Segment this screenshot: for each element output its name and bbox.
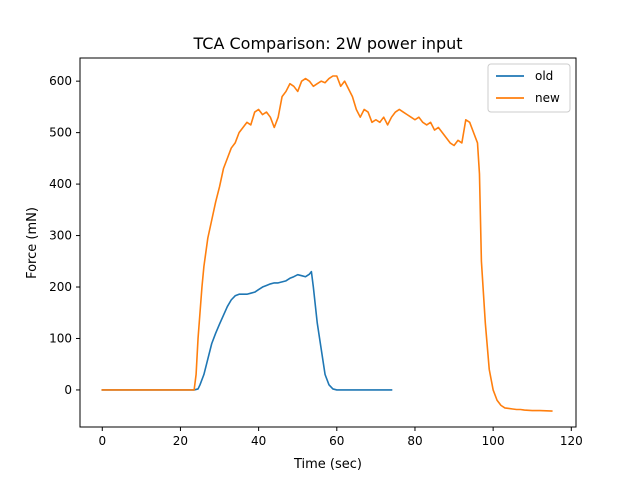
y-tick-label: 600 (49, 74, 72, 88)
y-axis-label: Force (mN) (25, 207, 40, 279)
x-tick-label: 40 (251, 434, 266, 448)
series-layer (101, 75, 553, 412)
x-tick-label: 120 (560, 434, 583, 448)
y-tick-label: 200 (49, 280, 72, 294)
series-line-new (101, 75, 553, 412)
series-line-old (101, 270, 393, 391)
legend: old new (487, 63, 571, 113)
chart-title: TCA Comparison: 2W power input (192, 34, 462, 53)
legend-entries: old new (496, 69, 560, 105)
x-tick-label: 20 (173, 434, 188, 448)
y-tick-label: 400 (49, 177, 72, 191)
x-tick-label: 0 (98, 434, 106, 448)
x-tick-label: 100 (482, 434, 505, 448)
x-tick-label: 80 (407, 434, 422, 448)
plot-area (101, 75, 553, 412)
y-tick-label: 0 (64, 383, 72, 397)
y-tick-label: 100 (49, 331, 72, 345)
x-axis-ticks: 0 20 40 60 80 100 120 (98, 427, 583, 448)
plot-frame (79, 57, 577, 428)
x-tick-label: 60 (329, 434, 344, 448)
y-tick-label: 500 (49, 126, 72, 140)
y-axis-ticks: 0 100 200 300 400 500 600 (49, 74, 80, 397)
legend-label-old: old (535, 69, 553, 83)
legend-label-new: new (535, 91, 560, 105)
x-axis-label: Time (sec) (293, 457, 362, 472)
y-tick-label: 300 (49, 229, 72, 243)
